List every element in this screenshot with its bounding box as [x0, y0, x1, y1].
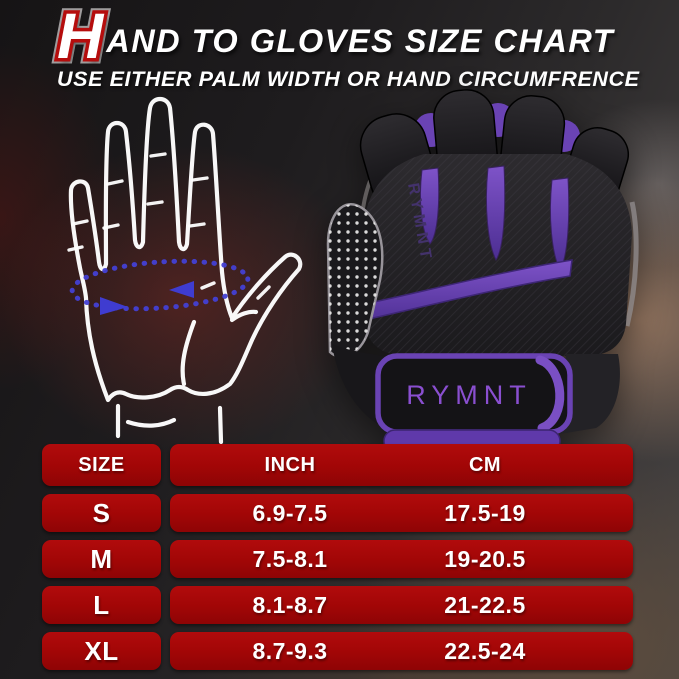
subtitle: USE EITHER PALM WIDTH OR HAND CIRCUMFREN… — [57, 67, 640, 91]
cell-values: 6.9-7.5 17.5-19 — [170, 494, 633, 532]
wrist-line-right — [217, 405, 224, 445]
cell-size: XL — [42, 632, 161, 670]
hand-outline-icon — [68, 96, 303, 445]
header-label-size: SIZE — [78, 453, 125, 476]
palm-crease — [180, 319, 197, 387]
cell-values: 8.7-9.3 22.5-24 — [170, 632, 633, 670]
cell-cm: 17.5-19 — [444, 499, 526, 526]
table-row-s: S 6.9-7.5 17.5-19 — [42, 494, 633, 532]
cell-cm: 21-22.5 — [444, 591, 526, 618]
cell-size: S — [42, 494, 161, 532]
thumb-web-crease — [229, 309, 259, 323]
hand-measurement-diagram — [67, 96, 303, 445]
purple-trim-band — [333, 259, 573, 327]
table-row-m: M 7.5-8.1 19-20.5 — [42, 540, 633, 578]
cell-size: L — [42, 586, 161, 624]
cell-cm: 22.5-24 — [444, 637, 526, 664]
title-drop-cap: H H H — [51, 0, 108, 74]
brand-logo: RYMNT — [406, 380, 532, 410]
title-drop-cap-outline: H — [53, 0, 106, 72]
header-label-inch: INCH — [264, 453, 316, 476]
cell-inch: 6.9-7.5 — [252, 499, 328, 526]
cell-values: 7.5-8.1 19-20.5 — [170, 540, 633, 578]
table-row-l: L 8.1-8.7 21-22.5 — [42, 586, 633, 624]
header-cell-values: INCH CM — [170, 444, 633, 486]
header: H H H AND TO GLOVES SIZE CHART — [51, 0, 615, 74]
finger-joint-ticks — [67, 152, 271, 300]
cell-inch: 8.1-8.7 — [252, 591, 328, 618]
cell-size: M — [42, 540, 161, 578]
table-header-row: SIZE INCH CM — [42, 444, 633, 486]
arrowhead-right — [100, 297, 128, 315]
title-drop-cap-halo: H — [51, 0, 108, 74]
arrowhead-left — [169, 281, 194, 298]
size-chart-table: SIZE INCH CM S 6.9-7.5 17.5-19 M 7.5-8.1… — [42, 444, 633, 670]
circumference-arrow-icon — [69, 258, 251, 315]
header-cell-size: SIZE — [42, 444, 161, 486]
glove-product-image: RYMNT RYMNT — [326, 89, 639, 453]
strap-purple-end — [535, 355, 565, 433]
wrist-crease — [125, 417, 177, 428]
cell-cm: 19-20.5 — [444, 545, 526, 572]
cell-values: 8.1-8.7 21-22.5 — [170, 586, 633, 624]
page-title: AND TO GLOVES SIZE CHART — [106, 22, 615, 59]
wrist-mesh — [560, 354, 620, 434]
cell-inch: 8.7-9.3 — [252, 637, 328, 664]
table-row-xl: XL 8.7-9.3 22.5-24 — [42, 632, 633, 670]
glove-edge-highlight — [624, 201, 639, 327]
header-label-cm: CM — [468, 453, 502, 476]
title-drop-cap-fill: H — [57, 0, 104, 72]
cell-inch: 7.5-8.1 — [252, 545, 328, 572]
